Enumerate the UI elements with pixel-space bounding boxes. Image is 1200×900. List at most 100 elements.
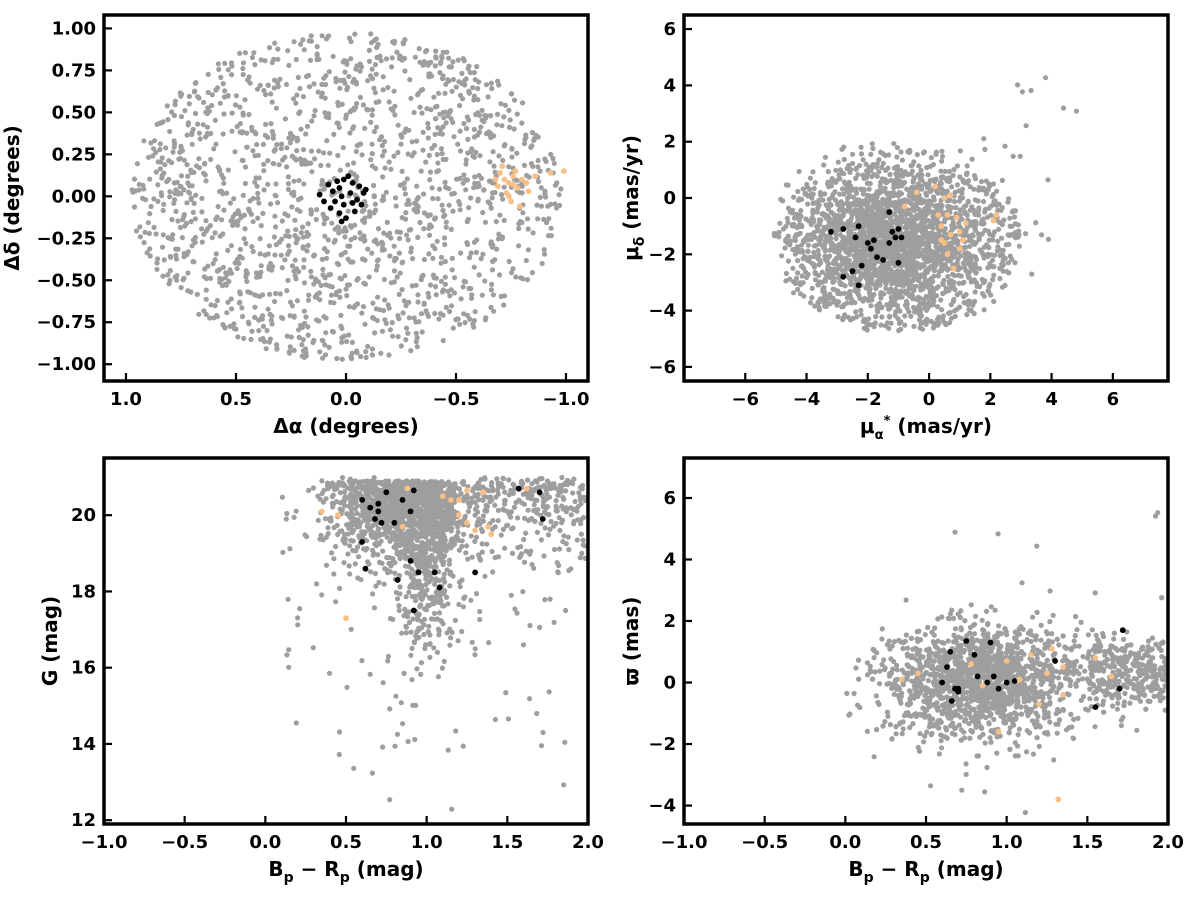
field-star-point xyxy=(816,252,822,258)
field-star-point xyxy=(831,275,837,281)
field-star-point xyxy=(188,167,194,173)
field-star-point xyxy=(217,168,223,174)
field-star-point xyxy=(858,186,864,192)
field-star-point xyxy=(841,179,847,185)
field-star-point xyxy=(928,155,935,161)
cluster-a-point xyxy=(864,240,871,246)
field-star-point xyxy=(546,216,552,222)
field-star-point xyxy=(873,314,879,320)
field-star-point xyxy=(319,592,325,598)
field-star-point xyxy=(465,150,471,156)
field-star-point xyxy=(342,249,348,255)
field-star-point xyxy=(237,50,243,56)
field-star-point xyxy=(319,182,325,188)
field-star-point xyxy=(457,128,463,134)
field-star-point xyxy=(943,289,949,295)
field-star-point xyxy=(263,92,269,98)
field-star-point xyxy=(419,274,425,280)
field-star-point xyxy=(542,156,548,162)
field-star-point xyxy=(391,243,397,249)
field-star-point xyxy=(306,84,313,90)
field-star-point xyxy=(864,168,870,174)
field-star-point xyxy=(137,234,143,240)
field-star-point xyxy=(785,258,792,264)
cluster-b-point xyxy=(932,183,939,190)
field-star-point xyxy=(300,234,306,240)
field-star-point xyxy=(509,550,516,557)
field-star-point xyxy=(134,161,140,167)
field-star-point xyxy=(919,177,925,183)
field-star-point xyxy=(308,211,314,217)
field-star-point xyxy=(325,162,331,168)
field-star-point xyxy=(964,163,970,169)
field-star-point xyxy=(928,248,934,254)
field-star-point xyxy=(275,200,281,206)
field-star-point xyxy=(273,242,279,248)
field-star-point xyxy=(561,782,567,788)
field-star-point xyxy=(438,126,444,132)
field-star-point xyxy=(900,272,906,278)
field-star-point xyxy=(785,240,791,246)
field-star-point xyxy=(509,146,515,152)
field-star-point xyxy=(381,148,387,154)
field-star-point xyxy=(408,249,414,255)
field-star-point xyxy=(221,180,227,186)
field-star-point xyxy=(371,85,377,91)
field-star-point xyxy=(939,202,945,209)
cluster-a-point xyxy=(321,198,327,205)
field-star-point xyxy=(1007,253,1013,259)
field-star-point xyxy=(471,70,477,76)
field-star-point xyxy=(299,353,305,359)
field-star-point xyxy=(421,256,427,263)
field-star-point xyxy=(833,232,839,238)
field-star-point xyxy=(822,191,828,197)
cluster-b-point xyxy=(990,217,997,224)
field-star-point xyxy=(297,208,303,214)
field-star-point xyxy=(188,289,194,295)
field-star-point xyxy=(337,294,343,300)
field-star-point xyxy=(265,251,271,257)
field-star-point xyxy=(160,273,166,279)
field-star-point xyxy=(1013,235,1019,241)
field-star-point xyxy=(271,161,277,167)
x-tick-label: 4 xyxy=(1045,389,1058,410)
field-star-point xyxy=(200,170,207,176)
field-star-point xyxy=(244,270,250,277)
field-star-point xyxy=(244,144,250,150)
field-star-point xyxy=(233,326,239,332)
field-star-point xyxy=(178,173,184,179)
field-star-point xyxy=(557,202,563,208)
field-star-point xyxy=(153,169,159,175)
field-star-point xyxy=(255,215,261,221)
cluster-a-point xyxy=(874,254,880,260)
field-star-point xyxy=(816,304,822,310)
field-star-point xyxy=(395,313,401,319)
cluster-b-point xyxy=(959,237,966,244)
field-star-point xyxy=(217,275,223,282)
field-star-point xyxy=(819,230,825,236)
field-star-point xyxy=(494,246,500,252)
field-star-point xyxy=(969,265,975,271)
field-star-point xyxy=(850,151,856,157)
field-star-point xyxy=(369,151,375,157)
field-star-point xyxy=(476,172,482,179)
field-star-point xyxy=(450,119,456,125)
field-star-point xyxy=(816,197,822,203)
field-star-point xyxy=(461,120,467,127)
field-star-point xyxy=(529,143,535,149)
field-star-point xyxy=(442,179,448,185)
field-star-point xyxy=(835,201,841,208)
field-star-point xyxy=(568,512,574,518)
field-star-point xyxy=(229,110,235,116)
field-star-point xyxy=(791,279,797,285)
field-star-point xyxy=(307,57,314,63)
field-star-point xyxy=(133,228,140,234)
field-star-point xyxy=(825,223,831,229)
field-star-point xyxy=(351,106,357,112)
field-star-point xyxy=(153,231,159,237)
field-star-point xyxy=(924,316,930,322)
field-star-point xyxy=(1015,82,1021,88)
field-star-point xyxy=(215,203,221,210)
field-star-point xyxy=(849,160,856,167)
field-star-point xyxy=(841,236,848,242)
